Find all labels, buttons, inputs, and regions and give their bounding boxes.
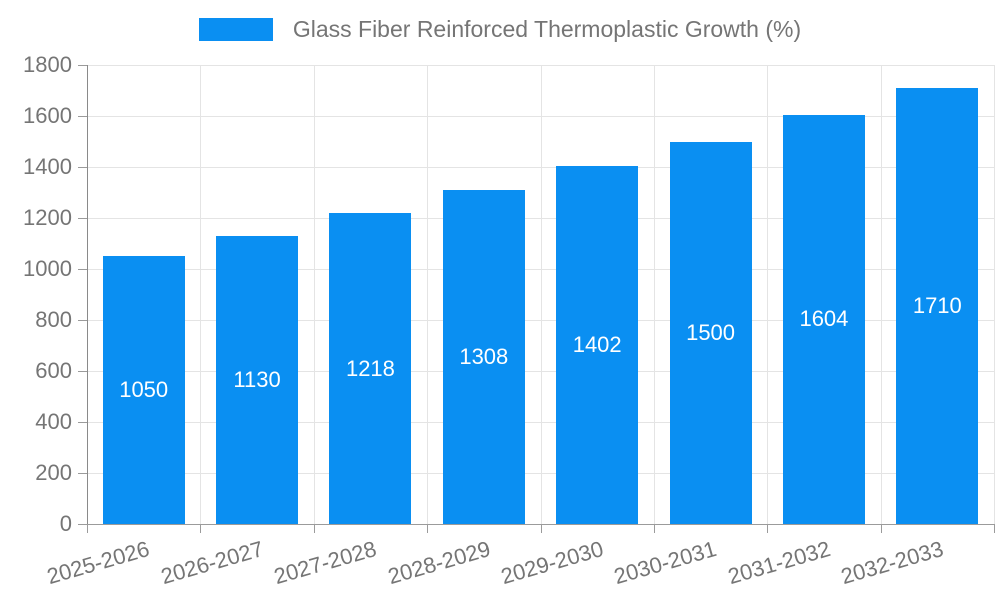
y-axis-tick-label: 1200: [23, 205, 72, 230]
x-axis-tick-label: 2031-2032: [724, 536, 833, 590]
y-axis-tick-label: 0: [59, 511, 72, 536]
x-tick-mark: [653, 524, 655, 533]
y-tick-mark: [78, 65, 87, 66]
y-tick-mark: [78, 473, 87, 474]
y-axis-tick-label: 600: [35, 358, 72, 383]
y-axis-tick-label: 1400: [23, 154, 72, 179]
y-tick-mark: [78, 371, 87, 372]
bar-value-label: 1130: [233, 366, 281, 392]
x-tick-mark: [313, 524, 315, 533]
bar: [556, 166, 639, 524]
x-axis-tick-label: 2028-2029: [384, 536, 493, 590]
x-axis-tick-label: 2029-2030: [498, 536, 607, 590]
v-gridline: [994, 65, 995, 524]
legend-label: Glass Fiber Reinforced Thermoplastic Gro…: [292, 16, 802, 42]
y-tick-mark: [78, 320, 87, 321]
bar-value-label: 1500: [686, 319, 736, 345]
y-tick-mark: [78, 524, 87, 525]
bar-value-label: 1402: [572, 332, 622, 358]
x-tick-mark: [200, 524, 202, 533]
bar: [782, 114, 865, 524]
y-axis-tick-label: 800: [35, 307, 72, 332]
x-axis-tick-label: 2027-2028: [271, 536, 380, 590]
bar: [669, 141, 752, 524]
y-tick-mark: [78, 218, 87, 219]
v-gridline: [880, 65, 882, 524]
bar-value-label: 1218: [345, 355, 395, 381]
x-tick-mark: [767, 524, 769, 533]
y-axis-tick-label: 1600: [23, 103, 72, 128]
y-tick-mark: [78, 422, 87, 423]
y-tick-mark: [78, 269, 87, 270]
y-axis-tick-label: 400: [35, 409, 72, 434]
x-axis-tick-label: 2030-2031: [611, 536, 720, 590]
bar-value-label: 1710: [912, 292, 962, 318]
chart-legend[interactable]: Glass Fiber Reinforced Thermoplastic Gro…: [0, 16, 1000, 43]
x-tick-mark: [540, 524, 542, 533]
bar-value-label: 1604: [799, 306, 849, 332]
v-gridline: [200, 65, 202, 524]
v-gridline: [540, 65, 542, 524]
x-tick-mark: [994, 524, 995, 533]
y-axis-tick-label: 1000: [23, 256, 72, 281]
bar: [102, 256, 185, 524]
bar: [442, 190, 525, 524]
v-gridline: [767, 65, 769, 524]
x-tick-mark: [87, 524, 88, 533]
v-gridline: [427, 65, 429, 524]
x-axis-tick-label: 2032-2033: [838, 536, 947, 590]
x-axis-tick-label: 2026-2027: [157, 536, 266, 590]
x-tick-mark: [880, 524, 882, 533]
y-axis-line: [87, 65, 88, 525]
x-axis-tick-label: 2025-2026: [44, 536, 153, 590]
bar: [216, 235, 299, 524]
x-axis-line: [87, 524, 995, 525]
bar-value-label: 1050: [119, 377, 169, 403]
bar: [329, 213, 412, 524]
y-axis-tick-label: 200: [35, 460, 72, 485]
v-gridline: [653, 65, 655, 524]
y-tick-mark: [78, 116, 87, 117]
legend-swatch: [198, 18, 273, 41]
bar-value-label: 1308: [459, 344, 509, 370]
x-tick-mark: [427, 524, 429, 533]
y-axis-tick-label: 1800: [23, 52, 72, 77]
v-gridline: [313, 65, 315, 524]
y-tick-mark: [78, 167, 87, 168]
bar: [896, 87, 979, 524]
